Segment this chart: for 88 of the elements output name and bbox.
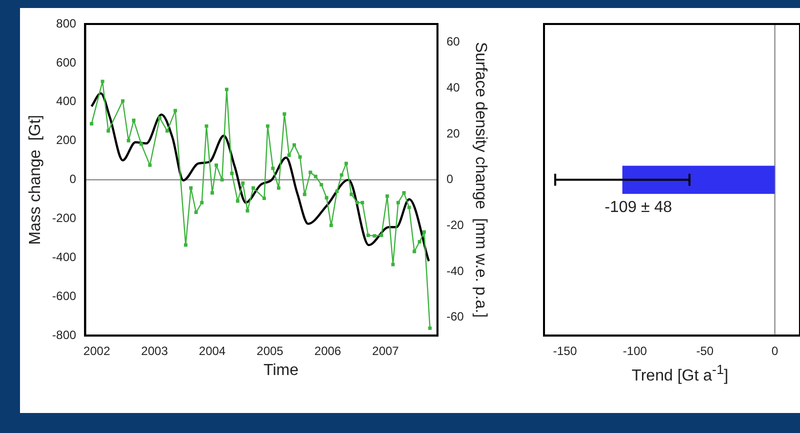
y-tick-label: -200 <box>52 211 77 226</box>
point <box>271 166 275 170</box>
point <box>220 178 224 182</box>
point <box>287 154 291 157</box>
point <box>428 326 432 330</box>
y-tick-label: -800 <box>52 328 77 342</box>
y-tick-label: 200 <box>56 133 77 148</box>
x-axis-title: Trend [Gt a$^{-1}$] <box>630 362 730 386</box>
x-tick-label: -50 <box>696 344 714 358</box>
point <box>422 230 426 234</box>
point <box>90 122 94 126</box>
point <box>350 192 354 196</box>
y-tick-label: -600 <box>52 288 77 303</box>
point <box>106 129 110 133</box>
x-axis-title: Time <box>262 362 300 380</box>
point <box>246 209 250 212</box>
y2-tick-label: -60 <box>446 310 464 324</box>
y2-axis-title: Surface density change [mm w.e. p.a.] <box>472 42 489 318</box>
point <box>396 200 400 204</box>
y-tick-label: 800 <box>56 16 77 30</box>
y2-tick-label: 60 <box>446 34 460 49</box>
point <box>132 118 136 122</box>
data-label: -109 ± 48 <box>604 199 672 216</box>
point <box>140 142 143 146</box>
point <box>204 124 208 128</box>
point <box>200 200 204 204</box>
point <box>252 186 255 190</box>
x-tick-label: 0 <box>771 344 778 358</box>
point <box>372 234 376 238</box>
y2-tick-label: 40 <box>446 80 460 94</box>
point <box>210 191 214 195</box>
point <box>320 182 324 186</box>
point <box>100 80 104 84</box>
point <box>262 196 266 200</box>
point <box>329 224 333 228</box>
x-tick-label: -150 <box>552 344 578 358</box>
y-tick-label: 400 <box>56 94 77 108</box>
point <box>165 129 169 133</box>
x-tick-label: 2005 <box>256 344 284 358</box>
point <box>366 234 370 238</box>
point <box>335 190 339 194</box>
point <box>340 173 344 177</box>
point <box>380 234 384 238</box>
y2-tick-label: -20 <box>446 218 464 232</box>
y2-tick-label: -40 <box>446 264 464 278</box>
point <box>121 99 124 103</box>
point <box>412 250 416 254</box>
point <box>355 200 359 204</box>
point <box>194 210 198 214</box>
point <box>266 124 270 128</box>
point <box>385 194 389 198</box>
x-tick-label: 2003 <box>141 344 168 358</box>
point <box>324 196 328 200</box>
y2-tick-label: 0 <box>446 172 454 186</box>
point <box>292 143 296 147</box>
point <box>148 163 152 167</box>
point <box>158 116 162 120</box>
point <box>214 163 218 167</box>
point <box>189 186 193 190</box>
y-axis-title: Mass change [Gt] <box>27 114 44 245</box>
point <box>418 240 422 244</box>
point <box>276 186 280 190</box>
point <box>360 200 364 204</box>
point <box>241 181 245 185</box>
x-tick-label: 2002 <box>83 344 110 358</box>
x-tick-label: 2006 <box>314 344 342 358</box>
point <box>308 170 312 174</box>
line-series <box>90 92 430 262</box>
y-tick-label: 0 <box>70 172 77 186</box>
point <box>344 162 348 166</box>
point <box>402 191 406 195</box>
point <box>302 192 306 196</box>
point <box>298 155 302 159</box>
point <box>174 108 178 112</box>
point <box>314 174 318 178</box>
point <box>230 172 234 176</box>
point <box>224 88 228 92</box>
point <box>184 243 188 247</box>
y-tick-label: -400 <box>52 250 77 264</box>
point <box>407 206 411 210</box>
x-tick-label: 2004 <box>198 344 226 358</box>
point <box>236 199 240 203</box>
y-tick-label: 600 <box>56 55 77 70</box>
x-tick-label: -100 <box>622 344 648 358</box>
y2-tick-label: 20 <box>446 126 460 140</box>
point <box>282 112 286 116</box>
x-tick-label: 2007 <box>372 344 400 358</box>
point <box>126 138 130 142</box>
